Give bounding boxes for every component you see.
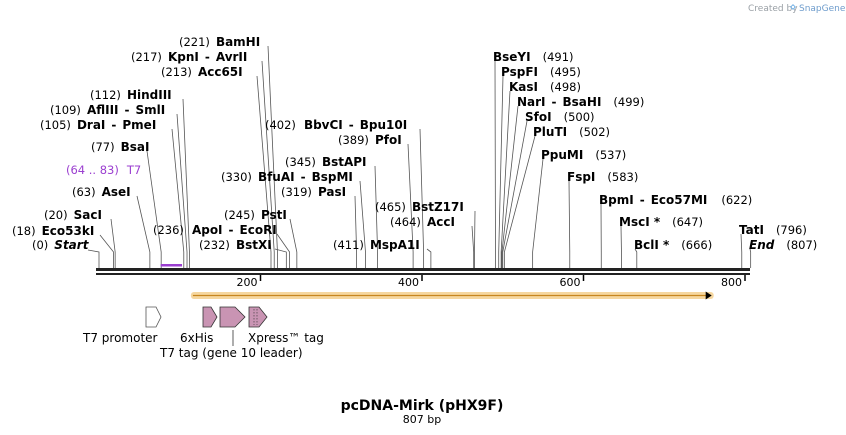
site-line-bfuai (359, 180, 366, 268)
site-line-acc65i (256, 75, 272, 268)
site-line-pspfi (498, 75, 504, 268)
site-label-ppumi[interactable]: PpuMI (537) (541, 148, 626, 162)
site-label-tati[interactable]: TatI (796) (739, 223, 807, 237)
site-label-acci[interactable]: (464) AccI (390, 215, 455, 229)
site-label-pluti[interactable]: PluTI (502) (533, 125, 610, 139)
site-label-bstz17i[interactable]: (465) BstZ17I (375, 200, 464, 214)
orf[interactable] (190, 291, 714, 300)
site-line-bstz17i (474, 210, 476, 268)
features: T7 promoter 6xHis Xpress™ tag T7 tag (ge… (82, 306, 324, 360)
ruler-ticks: 200 400 600 800 (237, 275, 746, 289)
site-line-bamhi (267, 45, 278, 268)
site-label-hindiii[interactable]: (112) HindIII (90, 88, 172, 102)
site-line-pasi (354, 195, 357, 268)
site-label-bfuai[interactable]: (330) BfuAI - BspMI (221, 170, 353, 184)
site-label-bsai[interactable]: (77) BsaI (91, 140, 149, 154)
site-line-asei (136, 195, 151, 268)
site-label-bstapi[interactable]: (345) BstAPI (285, 155, 367, 169)
site-label-afliii[interactable]: (109) AflIII - SmlI (50, 103, 165, 117)
dna-backbone (96, 268, 750, 275)
site-label-mspa1i[interactable]: (411) MspA1I (333, 238, 420, 252)
site-line-acci (471, 225, 475, 268)
site-label-bbvci[interactable]: (402) BbvCI - Bpu10I (265, 118, 407, 132)
site-line-bstapi (374, 165, 378, 268)
site-label-fspi[interactable]: FspI (583) (567, 170, 638, 184)
site-line-kasi (500, 90, 511, 268)
site-line-bsai (146, 150, 162, 268)
feature-label-t7-tag: T7 tag (gene 10 leader) (159, 346, 303, 360)
site-label-bcli[interactable]: BclI * (666) (634, 238, 712, 252)
site-line-pfoi (407, 143, 414, 268)
feature-label-6xhis: 6xHis (180, 331, 213, 345)
site-label-msci[interactable]: MscI * (647) (619, 215, 703, 229)
site-label-saci[interactable]: (20) SacI (44, 208, 102, 222)
feature-t7-promoter[interactable] (145, 306, 162, 328)
site-label-pspfi[interactable]: PspFI (495) (501, 65, 581, 79)
map-length: 807 bp (403, 413, 441, 426)
map-title: pcDNA-Mirk (pHX9F) (341, 398, 504, 414)
site-line-fspi (568, 180, 571, 268)
site-line-bstxi (274, 248, 287, 268)
site-line-tati (740, 233, 743, 268)
site-line-nari (501, 105, 519, 268)
site-line-saci (110, 218, 116, 268)
restriction-sites: (0) Start (18) Eco53kI (20) SacI (63) AseI (… (12, 35, 817, 252)
site-label-start[interactable]: (0) Start (32, 238, 90, 252)
site-line-ppumi (532, 158, 544, 268)
site-line-kpni (261, 60, 275, 268)
feature-label-t7-promoter: T7 promoter (82, 331, 158, 345)
site-line-mspa1i (426, 248, 432, 268)
site-label-drai[interactable]: (105) DraI - PmeI (40, 118, 156, 132)
ruler-tick-label: 800 (721, 276, 742, 289)
feature-6xhis[interactable] (202, 306, 218, 328)
site-line-bcli (634, 248, 638, 268)
site-label-bstxi[interactable]: (232) BstXI (199, 238, 272, 252)
credit-prefix: Created by (748, 4, 798, 14)
ruler-tick-label: 400 (398, 276, 419, 289)
primer-label-t7[interactable]: (64 .. 83) T7 (66, 163, 141, 177)
feature-xpress-tag[interactable] (248, 306, 268, 328)
site-line-eco53ki (99, 234, 114, 268)
snapgene-logo-icon (790, 4, 796, 10)
site-label-pfoi[interactable]: (389) PfoI (338, 133, 402, 147)
ruler-tick-label: 600 (560, 276, 581, 289)
site-label-sfoi[interactable]: SfoI (500) (525, 110, 595, 124)
site-line-sfoi (502, 120, 528, 268)
site-label-bpmi[interactable]: BpmI - Eco57MI (622) (599, 193, 752, 207)
site-line-start (87, 249, 100, 268)
snapgene-credit: Created by SnapGene (748, 4, 846, 14)
ruler-tick-label: 200 (237, 276, 258, 289)
site-line-pluti (503, 135, 536, 268)
site-label-acc65i[interactable]: (213) Acc65I (161, 65, 243, 79)
feature-t7-tag[interactable] (219, 306, 246, 328)
site-label-asei[interactable]: (63) AseI (72, 185, 131, 199)
site-label-apoi[interactable]: (236) ApoI - EcoRI (153, 223, 277, 237)
site-label-psti[interactable]: (245) PstI (224, 208, 287, 222)
site-line-psti (289, 218, 298, 268)
site-label-nari[interactable]: NarI - BsaHI (499) (517, 95, 644, 109)
primer-t7-bar[interactable] (160, 264, 183, 267)
site-label-end[interactable]: End (807) (749, 238, 817, 252)
site-label-kasi[interactable]: KasI (498) (509, 80, 581, 94)
site-label-pasi[interactable]: (319) PasI (281, 185, 346, 199)
site-line-bbvci (419, 128, 425, 268)
site-line-apoi (276, 233, 290, 268)
site-label-eco53ki[interactable]: (18) Eco53kI (12, 224, 94, 238)
credit-brand: SnapGene (799, 4, 846, 14)
feature-label-xpress-tag: Xpress™ tag (248, 331, 324, 345)
site-line-hindiii (182, 98, 190, 268)
site-label-kpni[interactable]: (217) KpnI - AvrII (131, 50, 247, 64)
site-line-drai (171, 128, 185, 268)
site-line-afliii (176, 113, 188, 268)
site-label-bseyi[interactable]: BseYI (491) (493, 50, 574, 64)
site-label-bamhi[interactable]: (221) BamHI (179, 35, 260, 49)
site-leader-lines (87, 45, 752, 268)
site-line-end (749, 248, 752, 268)
